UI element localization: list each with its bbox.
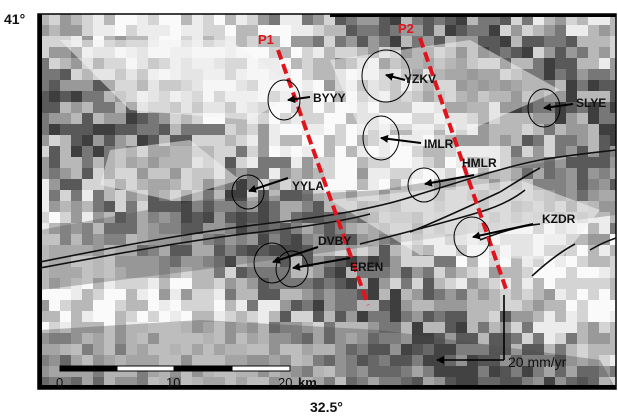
velocity-vector-hmlr — [424, 174, 475, 187]
scale-unit: km — [298, 375, 317, 390]
error-ellipse-byyy — [267, 79, 301, 121]
error-ellipses — [231, 49, 561, 288]
error-ellipse-eren — [275, 250, 309, 288]
station-label-hmlr: HMLR — [462, 156, 497, 170]
scale-tick-20: 20 — [278, 375, 292, 390]
scale-tick-10: 10 — [166, 375, 180, 390]
reference-vector: 20 mm/yr — [436, 295, 567, 370]
station-label-dvby: DVBY — [318, 234, 351, 248]
station-label-imlr: IMLR — [424, 137, 454, 151]
error-ellipse-slye — [527, 88, 561, 128]
station-label-eren: EREN — [350, 260, 383, 274]
velocity-vector-byyy — [287, 95, 311, 104]
reference-vector-label: 20 mm/yr — [508, 354, 567, 370]
profile-label-p1: P1 — [258, 32, 274, 47]
profile-label-p2: P2 — [398, 21, 414, 36]
error-ellipse-dvby — [253, 242, 291, 284]
frame-ticks — [38, 14, 616, 389]
station-label-yyla: YYLA — [292, 179, 324, 193]
velocity-vector-yyla — [248, 177, 289, 193]
latitude-label: 41° — [4, 11, 25, 27]
velocity-vector-dvby — [272, 246, 319, 264]
velocity-vectors — [248, 72, 574, 271]
station-label-kzdr: KZDR — [542, 212, 576, 226]
topography-raster — [38, 14, 616, 389]
velocity-vector-yzkv — [385, 72, 406, 81]
longitude-label: 32.5° — [310, 399, 343, 415]
error-ellipse-imlr — [362, 115, 400, 161]
error-ellipse-yyla — [231, 174, 265, 210]
error-ellipse-kzdr — [453, 216, 491, 258]
scale-bar: 0 10 20 km — [56, 365, 317, 390]
station-label-byyy: BYYY — [313, 91, 346, 105]
velocity-vector-imlr — [380, 134, 422, 144]
station-label-yzkv: YZKV — [404, 72, 436, 86]
error-ellipse-hmlr — [407, 167, 441, 203]
scale-tick-0: 0 — [56, 375, 63, 390]
velocity-vector-eren — [292, 257, 351, 271]
fault-traces — [39, 149, 617, 277]
station-label-slye: SLYE — [576, 96, 606, 110]
error-ellipse-yzkv — [361, 49, 411, 103]
velocity-vector-kzdr — [472, 223, 534, 240]
velocity-vector-slye — [543, 103, 574, 112]
station-labels: BYYY YZKV SLYE IMLR HMLR YYLA KZDR DVBY … — [292, 72, 606, 274]
profile-line-p1 — [276, 49, 370, 306]
